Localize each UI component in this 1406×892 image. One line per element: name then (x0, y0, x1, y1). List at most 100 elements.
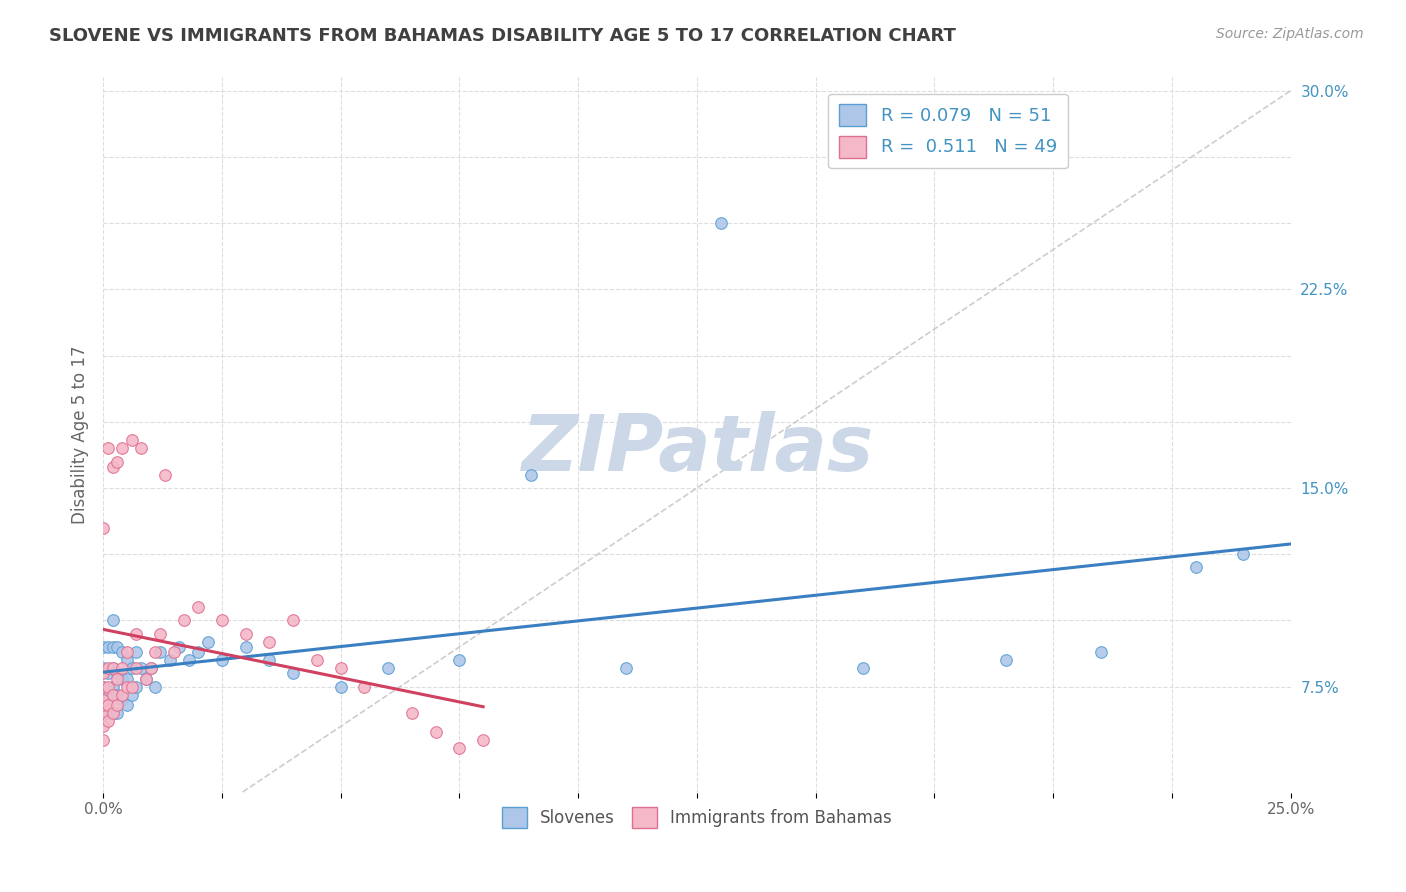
Point (91, 666, 114, 681)
Point (177, 653, 200, 667)
Point (139, 661, 162, 675)
Point (121, 688, 143, 702)
Point (111, 688, 134, 702)
Point (115, 653, 138, 667)
Point (91, 680, 114, 694)
Point (91, 661, 114, 675)
Point (115, 672, 138, 686)
Point (167, 640, 190, 654)
Point (97, 688, 120, 702)
Point (111, 693, 134, 707)
Point (105, 698, 128, 713)
Point (1232, 547, 1254, 561)
Point (305, 653, 328, 667)
Point (472, 732, 495, 747)
Point (101, 688, 124, 702)
Point (105, 688, 128, 702)
Point (101, 614, 124, 628)
Point (97, 640, 120, 654)
Point (101, 640, 124, 654)
Point (97, 661, 120, 675)
Text: SLOVENE VS IMMIGRANTS FROM BAHAMAS DISABILITY AGE 5 TO 17 CORRELATION CHART: SLOVENE VS IMMIGRANTS FROM BAHAMAS DISAB… (49, 27, 956, 45)
Point (1090, 645, 1112, 659)
Point (519, 467, 541, 482)
Point (115, 680, 138, 694)
Point (259, 653, 281, 667)
Point (105, 672, 128, 686)
Point (105, 640, 128, 654)
Point (97, 714, 120, 728)
Point (91, 706, 114, 721)
Point (105, 666, 128, 681)
Point (163, 645, 186, 659)
Point (425, 724, 447, 739)
Point (111, 645, 134, 659)
Point (105, 706, 128, 721)
Point (187, 645, 209, 659)
Point (125, 626, 148, 640)
Point (125, 680, 148, 694)
Point (129, 442, 152, 456)
Point (135, 672, 157, 686)
Point (105, 454, 128, 468)
Point (235, 640, 257, 654)
Point (91, 732, 114, 747)
Y-axis label: Disability Age 5 to 17: Disability Age 5 to 17 (72, 346, 89, 524)
Point (377, 661, 399, 675)
Point (401, 706, 423, 721)
Point (125, 645, 148, 659)
Point (449, 740, 471, 755)
Point (211, 614, 233, 628)
Point (259, 634, 281, 648)
Point (852, 661, 875, 675)
Point (153, 467, 176, 482)
Point (139, 661, 162, 675)
Point (121, 661, 143, 675)
Point (91, 693, 114, 707)
Point (125, 661, 148, 675)
Point (115, 645, 138, 659)
Point (101, 661, 124, 675)
Point (91, 719, 114, 733)
Point (97, 442, 120, 456)
Point (135, 672, 157, 686)
Point (145, 645, 167, 659)
Point (91, 640, 114, 654)
Point (1184, 560, 1206, 574)
Point (101, 706, 124, 721)
Point (145, 680, 167, 694)
Point (235, 626, 257, 640)
Point (91, 521, 114, 535)
Point (994, 653, 1017, 667)
Point (111, 661, 134, 675)
Point (149, 645, 172, 659)
Point (101, 459, 124, 474)
Text: ZIPatlas: ZIPatlas (520, 411, 873, 487)
Point (121, 434, 143, 448)
Point (187, 600, 209, 615)
Point (97, 666, 120, 681)
Point (97, 680, 120, 694)
Point (97, 698, 120, 713)
Point (129, 661, 152, 675)
Text: Source: ZipAtlas.com: Source: ZipAtlas.com (1216, 27, 1364, 41)
Point (101, 661, 124, 675)
Point (91, 680, 114, 694)
Point (281, 666, 304, 681)
Point (173, 614, 195, 628)
Point (329, 680, 352, 694)
Point (149, 626, 172, 640)
Point (159, 653, 181, 667)
Point (281, 614, 304, 628)
Point (614, 661, 637, 675)
Point (449, 653, 471, 667)
Point (101, 680, 124, 694)
Point (111, 672, 134, 686)
Point (353, 680, 375, 694)
Point (211, 653, 233, 667)
Point (91, 698, 114, 713)
Point (710, 216, 733, 230)
Point (115, 698, 138, 713)
Point (121, 680, 143, 694)
Legend: Slovenes, Immigrants from Bahamas: Slovenes, Immigrants from Bahamas (495, 801, 898, 834)
